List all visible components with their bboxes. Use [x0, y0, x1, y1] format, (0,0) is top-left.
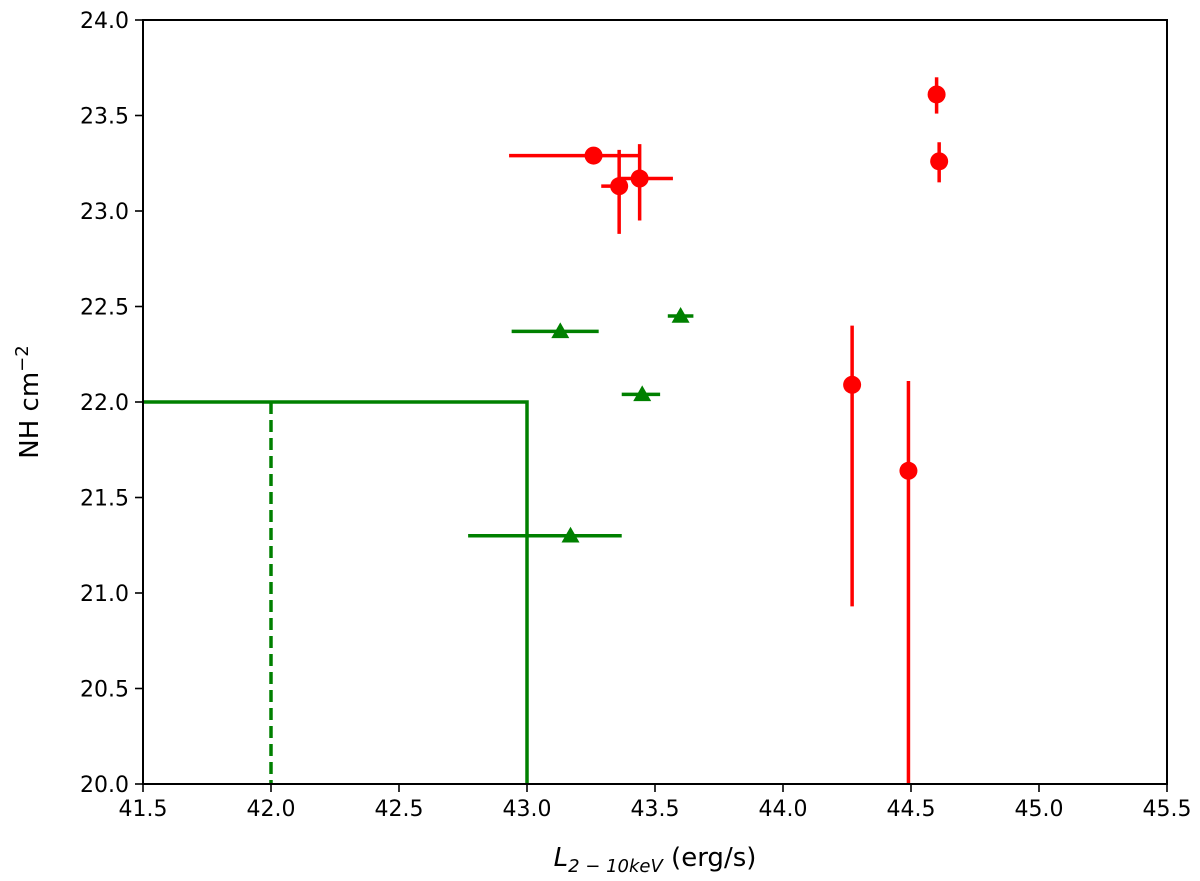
y-axis-label-main: NH cm: [15, 372, 45, 459]
circle-marker: [899, 461, 918, 480]
y-tick-label: 22.5: [80, 296, 129, 321]
x-axis-label-unit: (erg/s): [663, 843, 757, 873]
circle-marker: [630, 169, 649, 188]
x-tick-label: 44.5: [887, 797, 936, 822]
data-points: [468, 77, 949, 784]
y-tick-label: 20.0: [80, 773, 129, 798]
solid-threshold-line: [143, 400, 529, 784]
x-tick-label: 44.0: [759, 797, 808, 822]
circle-marker: [930, 152, 949, 171]
x-axis-label-subscript: 2 − 10keV: [568, 856, 664, 877]
y-tick-label: 21.5: [80, 487, 129, 512]
x-tick-label: 43.5: [631, 797, 680, 822]
circle-marker: [927, 85, 946, 104]
y-tick-label: 24.0: [80, 9, 129, 34]
y-tick-label: 22.0: [80, 391, 129, 416]
circle-marker: [843, 375, 862, 394]
x-tick-label: 42.5: [375, 797, 424, 822]
y-tick-label: 21.0: [80, 582, 129, 607]
x-tick-label: 45.0: [1015, 797, 1064, 822]
y-tick-label: 23.5: [80, 105, 129, 130]
triangle-marker: [671, 307, 690, 323]
x-tick-label: 41.5: [119, 797, 168, 822]
y-axis-label: NH cm−2: [12, 345, 45, 458]
x-tick-label: 45.5: [1143, 797, 1192, 822]
x-axis-label: L2 − 10keV (erg/s): [554, 843, 757, 877]
triangle-marker: [633, 385, 652, 402]
triangle-marker: [561, 526, 580, 543]
y-tick-label: 20.5: [80, 678, 129, 703]
triangle-marker: [551, 322, 570, 339]
y-tick-label: 23.0: [80, 200, 129, 225]
circle-marker: [584, 146, 603, 165]
y-axis-label-superscript: −2: [12, 345, 33, 372]
circle-marker: [610, 177, 629, 196]
x-axis-label-main: L: [554, 843, 569, 873]
x-tick-label: 42.0: [247, 797, 296, 822]
reference-lines: [143, 400, 529, 784]
x-tick-label: 43.0: [503, 797, 552, 822]
axis-ticks: 41.5 42.0 42.5 43.0 43.5 44.0 44.5 45.0 45.5 20.0…: [80, 9, 1191, 822]
